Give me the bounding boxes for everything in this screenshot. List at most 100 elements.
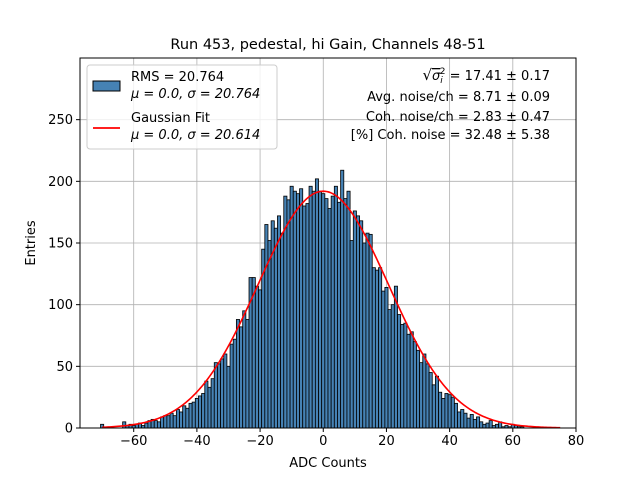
histogram-bar [441,397,446,429]
histogram-bar [425,363,430,429]
histogram-bar [457,411,462,429]
histogram-bar [412,341,417,429]
histogram-bar [356,215,360,429]
histogram-bar [387,309,392,429]
histogram-bar [258,289,263,429]
histogram-bar [403,322,408,429]
x-tick-label: 0 [319,434,327,449]
histogram-bar [280,232,285,429]
y-tick-label: 50 [56,360,73,375]
histogram-bar [314,178,319,429]
histogram-bar [188,402,193,429]
histogram-bar [428,372,433,429]
x-tick-label: 40 [441,434,458,449]
histogram-bar [409,331,414,429]
histogram-bar [488,420,493,429]
histogram-bar [251,277,256,429]
histogram-bar [419,362,424,429]
chart-title: Run 453, pedestal, hi Gain, Channels 48-… [170,37,485,53]
histogram-bar [378,267,383,429]
histogram-bar [185,407,190,429]
histogram-bar [431,384,436,429]
histogram-bar [220,358,225,429]
histogram-bar [450,396,455,429]
histogram-bars [100,169,525,429]
histogram-bar [289,185,294,429]
y-tick-label: 200 [48,175,73,190]
histogram-bar [479,421,484,429]
histogram-bar [226,365,231,429]
histogram-bar [239,326,244,429]
histogram-bar [476,416,481,429]
histogram-bar [179,411,184,429]
histogram-bar [277,215,282,429]
histogram-bar [169,412,174,429]
histogram-bar [381,290,386,429]
y-tick-label: 100 [48,298,73,313]
histogram-bar [472,418,477,429]
histogram-bar [213,362,218,429]
x-tick-label: 60 [505,434,522,449]
histogram-bar [321,193,326,429]
histogram-bar [438,391,443,429]
histogram-bar [485,422,490,429]
histogram-bar [393,285,398,429]
histogram-bar [406,333,411,429]
histogram-bar [346,190,351,429]
histogram-bar [330,195,335,429]
histogram-bar [182,405,187,429]
histogram-bar [296,193,300,429]
histogram-bar [371,267,376,429]
annotation-coh-noise: Coh. noise/ch = 2.83 ± 0.47 [366,110,550,125]
histogram-bar [352,210,357,429]
histogram-bar [311,190,316,429]
histogram-bar [264,224,269,429]
histogram-bar [166,415,171,429]
histogram-bar [160,416,165,429]
x-tick-label: 20 [378,434,395,449]
histogram-bar [453,402,458,429]
x-tick-label: −60 [120,434,147,449]
y-tick-label: 0 [65,422,73,437]
histogram-bar [495,423,499,429]
histogram-bar [229,343,234,429]
histogram-bar [416,349,421,429]
y-tick-label: 150 [48,237,73,252]
histogram-bar [254,285,259,429]
legend-fit-detail: μ = 0.0, σ = 20.614 [130,128,260,143]
x-axis-ticks: −60 −40 −20 0 20 40 60 80 [120,428,584,449]
histogram-bar [482,423,487,429]
histogram-bar [397,314,402,429]
histogram-bar [201,393,206,429]
histogram-bar [337,201,342,429]
x-tick-label: −20 [246,434,273,449]
histogram-bar [368,233,373,429]
histogram-bar [157,421,161,429]
histogram-bar [204,380,209,429]
histogram-bar [175,409,180,429]
histogram-bar [273,227,278,429]
grid-lines [80,58,577,429]
histogram-bar [194,397,199,429]
histogram-bar [340,169,345,429]
histogram-bar [460,409,465,429]
legend: RMS = 20.764 μ = 0.0, σ = 20.764 Gaussia… [86,64,278,150]
histogram-bar [305,203,310,429]
histogram-bar [191,401,196,429]
histogram-bar [217,363,221,429]
y-tick-label: 250 [48,113,73,128]
histogram-bar [390,304,395,429]
gaussian-fit-line [102,190,561,429]
histogram-bar [466,417,471,429]
histogram-bar [223,353,228,429]
histogram-bar [324,198,329,429]
histogram-bar [327,208,332,429]
y-axis-label: Entries [24,220,39,266]
histogram-bar [292,190,297,429]
histogram-bar [333,185,338,429]
histogram-bar [422,353,427,429]
annotation-avg-noise: Avg. noise/ch = 8.71 ± 0.09 [367,90,550,105]
noise-annotations: √σi2 = 17.41 ± 0.17 Avg. noise/ch = 8.71… [351,66,550,143]
histogram-bar [400,323,405,429]
